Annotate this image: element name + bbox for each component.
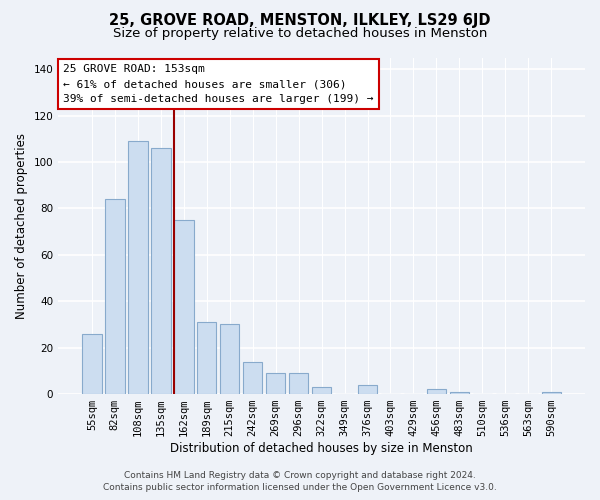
Bar [174,220,194,394]
X-axis label: Distribution of detached houses by size in Menston: Distribution of detached houses by size … [170,442,473,455]
Bar [289,373,308,394]
Bar [243,362,262,394]
Text: Contains HM Land Registry data © Crown copyright and database right 2024.
Contai: Contains HM Land Registry data © Crown c… [103,471,497,492]
Bar [220,324,239,394]
Bar [151,148,170,394]
Bar [82,334,101,394]
Bar [128,141,148,394]
Bar [266,373,286,394]
Text: 25, GROVE ROAD, MENSTON, ILKLEY, LS29 6JD: 25, GROVE ROAD, MENSTON, ILKLEY, LS29 6J… [109,12,491,28]
Bar [105,199,125,394]
Bar [358,385,377,394]
Y-axis label: Number of detached properties: Number of detached properties [15,133,28,319]
Text: 25 GROVE ROAD: 153sqm
← 61% of detached houses are smaller (306)
39% of semi-det: 25 GROVE ROAD: 153sqm ← 61% of detached … [64,64,374,104]
Bar [312,387,331,394]
Text: Size of property relative to detached houses in Menston: Size of property relative to detached ho… [113,28,487,40]
Bar [542,392,561,394]
Bar [427,390,446,394]
Bar [449,392,469,394]
Bar [197,322,217,394]
